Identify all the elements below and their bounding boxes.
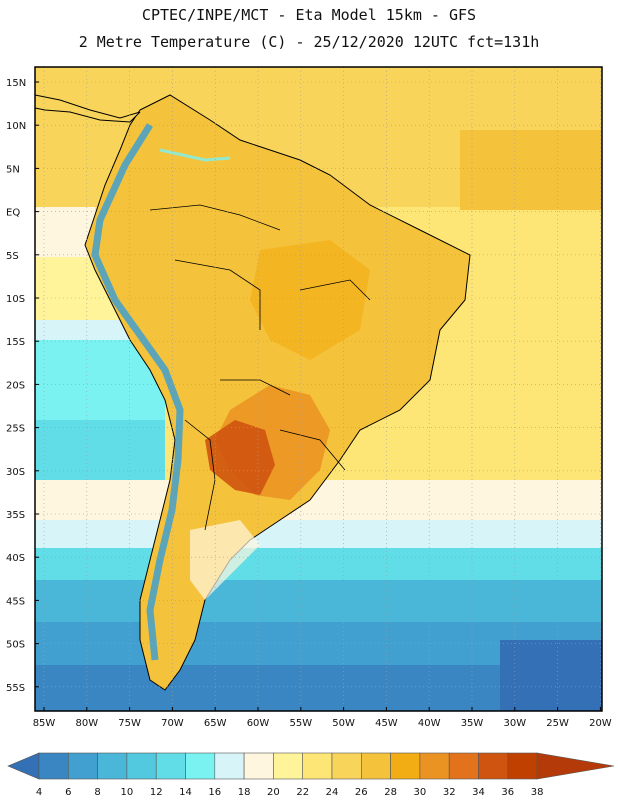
lon-label: 30W (503, 718, 526, 729)
colorbar-swatch (68, 752, 98, 780)
colorbar-label: 20 (267, 787, 280, 798)
lon-label: 60W (247, 718, 270, 729)
lon-label: 50W (332, 718, 355, 729)
colorbar-swatch (185, 752, 216, 780)
ocean-atlantic-warm (460, 130, 602, 210)
lon-label: 70W (161, 718, 184, 729)
colorbar-label: 24 (326, 787, 339, 798)
colorbar-swatch (97, 752, 128, 780)
colorbar-swatch (243, 752, 274, 780)
lat-label: EQ (6, 208, 20, 219)
colorbar-label: 30 (414, 787, 427, 798)
colorbar-label: 16 (208, 787, 221, 798)
lat-label: 15S (6, 337, 25, 348)
country-borders (149, 204, 371, 531)
colorbar-label: 28 (384, 787, 397, 798)
colorbar-label: 8 (94, 787, 100, 798)
amazon-warm-zone (250, 240, 370, 360)
ocean-south-band-3 (35, 548, 602, 583)
map-title: CPTEC/INPE/MCT - Eta Model 15km - GFS (141, 6, 477, 24)
lon-label: 45W (375, 718, 398, 729)
colorbar-arrow-high (536, 752, 615, 780)
colorbar-swatch (155, 752, 186, 780)
ocean-southeast-cold (500, 640, 602, 711)
colorbar-swatch (448, 752, 479, 780)
lat-label: 50S (6, 640, 25, 651)
lon-label: 85W (33, 718, 56, 729)
lon-label: 65W (204, 718, 227, 729)
graticule (35, 67, 602, 711)
lon-label: 35W (461, 718, 484, 729)
colorbar-label: 22 (296, 787, 309, 798)
colorbar-swatch (478, 752, 509, 780)
lat-label: 15N (6, 78, 26, 89)
ocean-south-band-4 (35, 580, 602, 625)
colorbar-label: 14 (179, 787, 192, 798)
interior-hottest-core (205, 420, 275, 495)
colorbar-swatch (273, 752, 303, 780)
map-frame (34, 66, 603, 712)
lon-label: 40W (418, 718, 441, 729)
colorbar-swatch (126, 752, 157, 780)
lat-label: 25S (6, 424, 25, 435)
colorbar-swatch (331, 752, 362, 780)
central-america (35, 94, 141, 123)
colorbar-label: 6 (65, 787, 71, 798)
colorbar-label: 18 (238, 787, 251, 798)
colorbar-swatch (360, 752, 391, 780)
lon-label: 55W (289, 718, 312, 729)
andes-cold-spine (91, 123, 184, 661)
lat-label: 35S (6, 510, 25, 521)
colorbar-swatch (419, 752, 450, 780)
colorbar-swatch (38, 752, 69, 780)
ocean-south-band-2 (35, 520, 602, 550)
colorbar-swatch (302, 752, 333, 780)
lon-label: 20W (589, 718, 612, 729)
andes-highlands (159, 148, 231, 162)
lat-label: 20S (6, 380, 25, 391)
colorbar-label: 10 (121, 787, 134, 798)
map-subtitle: 2 Metre Temperature (C) - 25/12/2020 12U… (78, 33, 540, 51)
colorbar-label: 38 (531, 787, 544, 798)
colorbar-label: 4 (36, 787, 42, 798)
lat-label: 45S (6, 596, 25, 607)
lon-label: 75W (118, 718, 141, 729)
colorbar-arrow-low (7, 752, 40, 780)
lat-label: 55S (6, 683, 25, 694)
colorbar-swatch (390, 752, 421, 780)
colorbar-swatch (507, 752, 538, 780)
lat-label: 5N (6, 164, 20, 175)
colorbar-label: 12 (150, 787, 163, 798)
lat-label: 5S (6, 251, 19, 262)
colorbar-label: 32 (443, 787, 456, 798)
lon-label: 25W (546, 718, 569, 729)
colorbar-swatch (214, 752, 245, 780)
colorbar-label: 26 (355, 787, 368, 798)
ocean-pacific-cool-strip (35, 207, 95, 257)
lat-label: 30S (6, 467, 25, 478)
colorbar-label: 34 (472, 787, 485, 798)
lat-label: 40S (6, 553, 25, 564)
lat-label: 10N (6, 121, 26, 132)
lon-label: 80W (75, 718, 98, 729)
lat-label: 10S (6, 294, 25, 305)
colorbar-label: 36 (501, 787, 514, 798)
patagonia-cool (190, 520, 260, 600)
